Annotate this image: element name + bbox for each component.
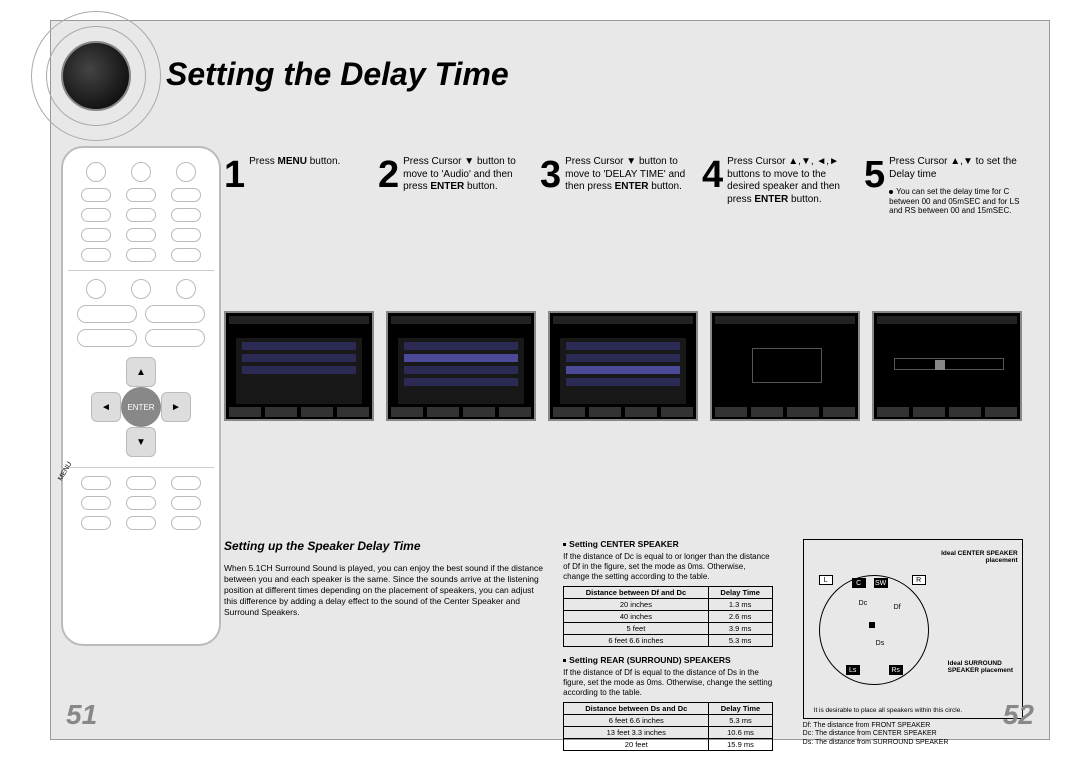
rear-speaker-body: If the distance of Df is equal to the di… — [563, 668, 772, 698]
step-text: Press MENU button. — [249, 156, 340, 169]
speaker-placement-diagram: L C SW R Ls Rs Dc Df Ds Ideal CENTER SPE… — [803, 539, 1023, 719]
screenshot-1 — [224, 311, 374, 421]
screenshot-2 — [386, 311, 536, 421]
step-number: 3 — [540, 156, 561, 194]
step-3: 3 Press Cursor ▼ button to move to 'DELA… — [540, 156, 698, 216]
remote-enter-button: ENTER — [121, 387, 161, 427]
step-text: Press Cursor ▼ button to move to 'Audio'… — [403, 156, 536, 194]
lower-section: Setting up the Speaker Delay Time When 5… — [224, 539, 1042, 759]
step-number: 2 — [378, 156, 399, 194]
steps-row: 1 Press MENU button. 2 Press Cursor ▼ bu… — [224, 156, 1042, 216]
speaker-decoration — [31, 11, 161, 141]
screenshot-4 — [710, 311, 860, 421]
remote-control-figure: ▲▼◄► ENTER MENU — [61, 146, 221, 646]
center-delay-table: Distance between Df and DcDelay Time 20 … — [563, 586, 772, 647]
step-number: 1 — [224, 156, 245, 194]
speaker-delay-intro: Setting up the Speaker Delay Time When 5… — [224, 539, 543, 759]
step-text: Press Cursor ▼ button to move to 'DELAY … — [565, 156, 698, 194]
remote-menu-label: MENU — [57, 461, 73, 482]
section-body: When 5.1CH Surround Sound is played, you… — [224, 563, 543, 618]
manual-page: Setting the Delay Time ▲▼◄► ENTER MENU 1… — [50, 20, 1050, 740]
section-title: Setting up the Speaker Delay Time — [224, 539, 543, 553]
step-text: Press Cursor ▲,▼ to set the Delay time — [889, 156, 1022, 181]
page-number-right: 52 — [1003, 699, 1034, 731]
screenshot-3 — [548, 311, 698, 421]
rear-speaker-title: Setting REAR (SURROUND) SPEAKERS — [563, 655, 772, 665]
step-4: 4 Press Cursor ▲,▼, ◄,► buttons to move … — [702, 156, 860, 216]
step-text: Press Cursor ▲,▼, ◄,► buttons to move to… — [727, 156, 860, 206]
step-number: 5 — [864, 156, 885, 194]
remote-dpad: ▲▼◄► ENTER — [91, 357, 191, 457]
screenshots-row — [224, 311, 1042, 421]
step-5: 5 Press Cursor ▲,▼ to set the Delay time… — [864, 156, 1022, 216]
tables-column: Setting CENTER SPEAKER If the distance o… — [563, 539, 772, 759]
center-speaker-title: Setting CENTER SPEAKER — [563, 539, 772, 549]
screenshot-5 — [872, 311, 1022, 421]
step-number: 4 — [702, 156, 723, 194]
rear-delay-table: Distance between Ds and DcDelay Time 6 f… — [563, 702, 772, 751]
step-1: 1 Press MENU button. — [224, 156, 374, 216]
step-2: 2 Press Cursor ▼ button to move to 'Audi… — [378, 156, 536, 216]
step-5-note: You can set the delay time for C between… — [889, 187, 1022, 216]
page-number-left: 51 — [66, 699, 97, 731]
center-speaker-body: If the distance of Dc is equal to or lon… — [563, 552, 772, 582]
page-title: Setting the Delay Time — [166, 56, 509, 93]
